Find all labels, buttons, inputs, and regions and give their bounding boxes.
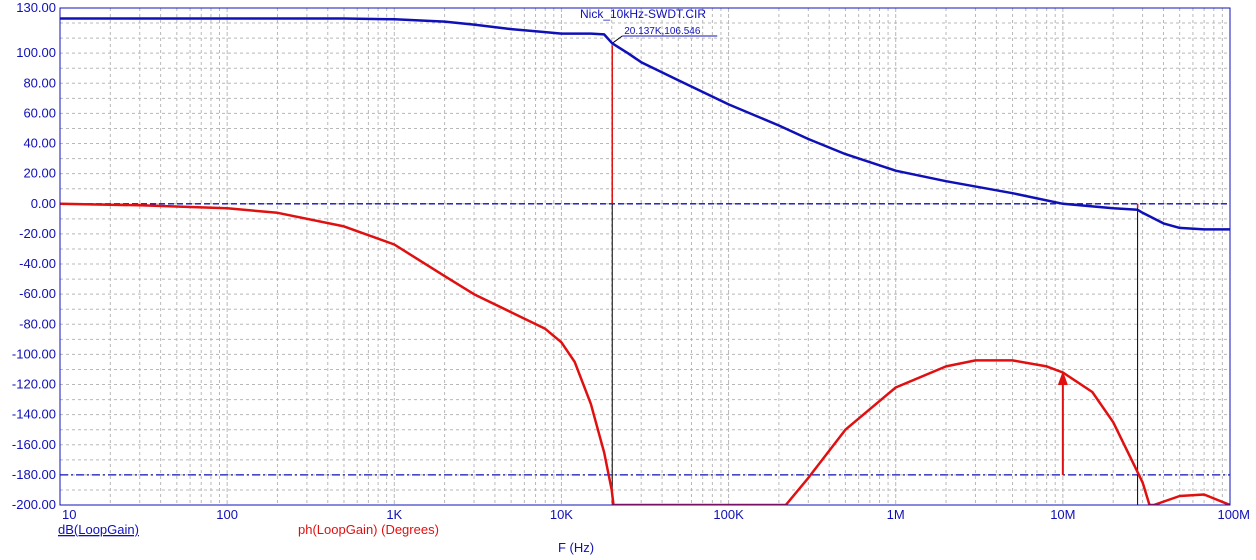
y-tick-label: 60.00 [23, 105, 56, 120]
cursor-readout: 20.137K,106.546 [624, 26, 701, 37]
y-tick-label: -180.00 [12, 467, 56, 482]
y-tick-label: -60.00 [19, 286, 56, 301]
y-tick-label: 100.00 [16, 45, 56, 60]
y-tick-label: 0.00 [31, 196, 56, 211]
x-tick-label: 1M [887, 507, 905, 522]
x-axis-label: F (Hz) [558, 540, 594, 555]
y-tick-label: -140.00 [12, 407, 56, 422]
legend-phase: ph(LoopGain) (Degrees) [298, 522, 439, 537]
y-tick-label: -100.00 [12, 346, 56, 361]
y-tick-label: 130.00 [16, 0, 56, 15]
y-tick-label: -20.00 [19, 226, 56, 241]
chart-title: Nick_10kHz-SWDT.CIR [580, 7, 706, 21]
cursor-leader [611, 35, 623, 44]
plot-frame [59, 7, 1231, 506]
y-tick-label: -80.00 [19, 316, 56, 331]
x-tick-label: 100 [216, 507, 238, 522]
reference-lines [60, 203, 1230, 476]
x-tick-label: 100K [713, 507, 744, 522]
y-tick-label: -200.00 [12, 497, 56, 512]
x-tick-label: 10K [550, 507, 573, 522]
x-tick-label: 1K [386, 507, 402, 522]
y-tick-label: -160.00 [12, 437, 56, 452]
x-tick-label: 100M [1217, 507, 1250, 522]
x-tick-label: 10M [1050, 507, 1075, 522]
y-tick-label: 40.00 [23, 136, 56, 151]
legend-gain[interactable]: dB(LoopGain) [58, 522, 139, 537]
series-phase-line [60, 202, 1230, 505]
x-axis-ticks: 10 100 1K 10K 100K 1M 10M 100M [62, 507, 1250, 522]
series-gain-line [60, 17, 1230, 231]
cursor-markers [611, 35, 1139, 505]
y-tick-label: 20.00 [23, 166, 56, 181]
y-tick-label: -120.00 [12, 377, 56, 392]
phase-margin-arrow-head [1057, 370, 1068, 385]
y-tick-label: -40.00 [19, 256, 56, 271]
grid [60, 8, 1230, 505]
series-lines [60, 17, 1230, 505]
y-tick-label: 80.00 [23, 75, 56, 90]
y-axis-ticks: 130.00 100.00 80.00 60.00 40.00 20.00 0.00 -20.… [12, 0, 56, 512]
x-tick-label: 10 [62, 507, 76, 522]
